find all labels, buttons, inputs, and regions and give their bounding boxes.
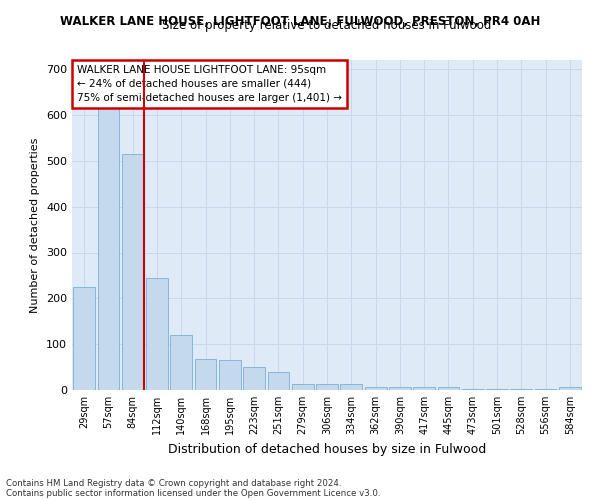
Text: Contains HM Land Registry data © Crown copyright and database right 2024.: Contains HM Land Registry data © Crown c… bbox=[6, 478, 341, 488]
Bar bbox=[511, 389, 532, 390]
Bar bbox=[268, 372, 289, 390]
Bar bbox=[146, 278, 168, 390]
Bar bbox=[486, 389, 508, 390]
Bar bbox=[535, 389, 556, 390]
Bar bbox=[243, 367, 265, 390]
Bar bbox=[340, 384, 362, 390]
Bar bbox=[73, 287, 95, 390]
Bar bbox=[413, 387, 435, 390]
X-axis label: Distribution of detached houses by size in Fulwood: Distribution of detached houses by size … bbox=[168, 442, 486, 456]
Bar bbox=[365, 387, 386, 390]
Text: Contains public sector information licensed under the Open Government Licence v3: Contains public sector information licen… bbox=[6, 488, 380, 498]
Bar bbox=[462, 389, 484, 390]
Bar bbox=[194, 359, 217, 390]
Title: Size of property relative to detached houses in Fulwood: Size of property relative to detached ho… bbox=[163, 20, 491, 32]
Text: WALKER LANE HOUSE LIGHTFOOT LANE: 95sqm
← 24% of detached houses are smaller (44: WALKER LANE HOUSE LIGHTFOOT LANE: 95sqm … bbox=[77, 65, 342, 103]
Bar bbox=[437, 387, 460, 390]
Y-axis label: Number of detached properties: Number of detached properties bbox=[31, 138, 40, 312]
Text: WALKER LANE HOUSE, LIGHTFOOT LANE, FULWOOD, PRESTON, PR4 0AH: WALKER LANE HOUSE, LIGHTFOOT LANE, FULWO… bbox=[60, 15, 540, 28]
Bar bbox=[97, 88, 119, 390]
Bar bbox=[122, 154, 143, 390]
Bar bbox=[389, 387, 411, 390]
Bar bbox=[316, 384, 338, 390]
Bar bbox=[292, 384, 314, 390]
Bar bbox=[219, 360, 241, 390]
Bar bbox=[559, 387, 581, 390]
Bar bbox=[170, 335, 192, 390]
